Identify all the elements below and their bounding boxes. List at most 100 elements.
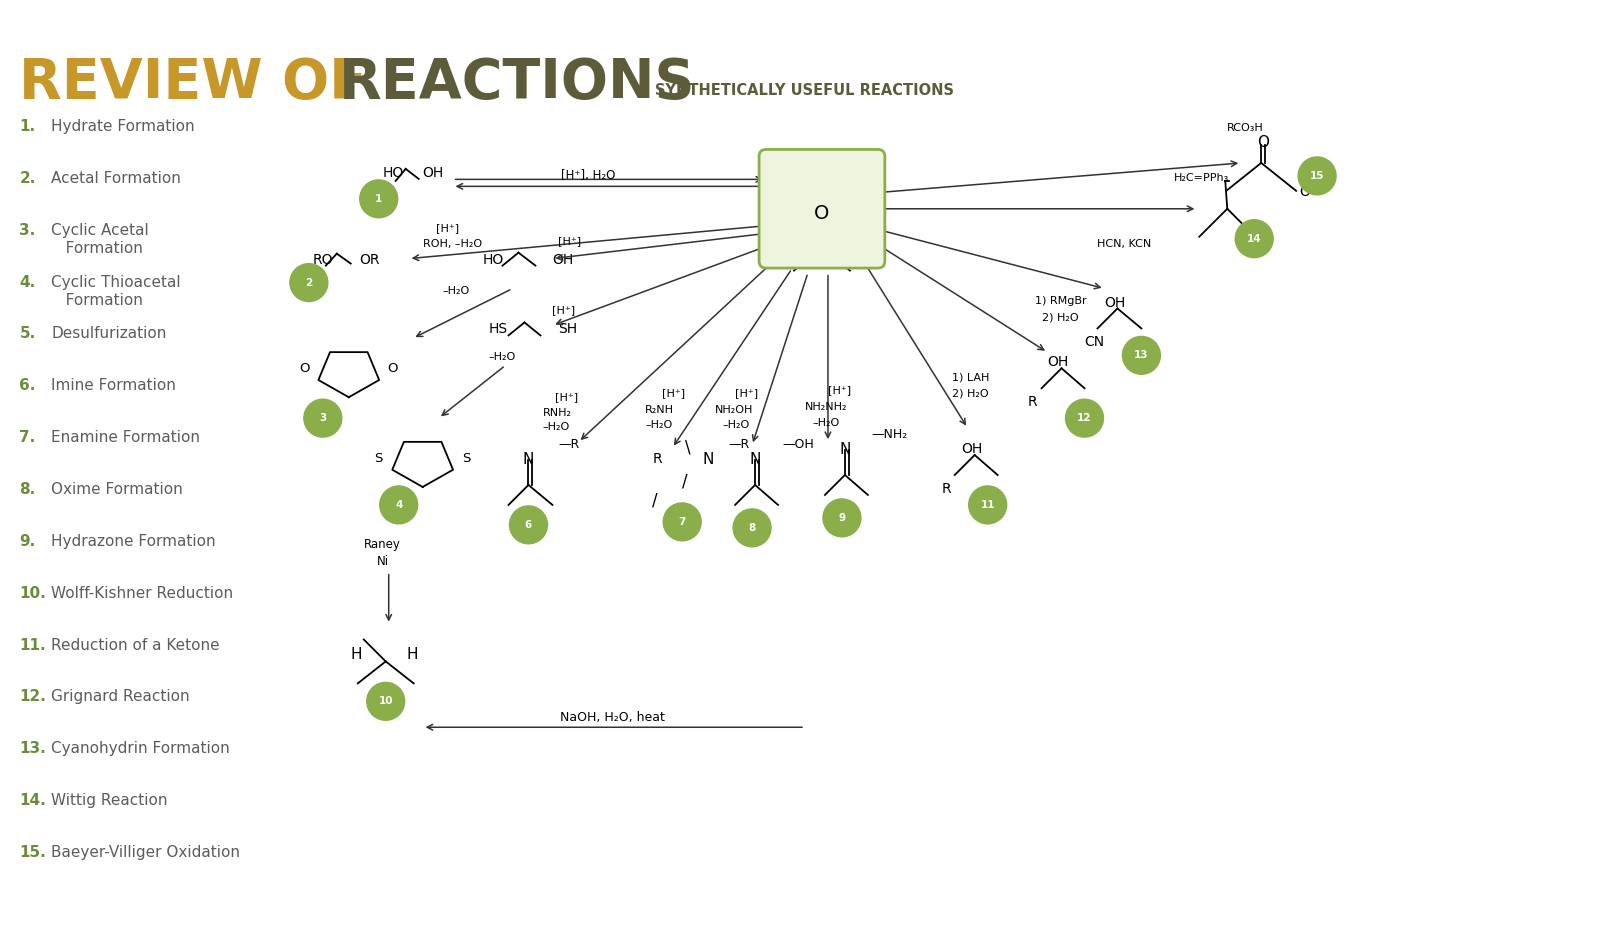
Text: R: R xyxy=(653,452,662,466)
Text: SYNTHETICALLY USEFUL REACTIONS: SYNTHETICALLY USEFUL REACTIONS xyxy=(656,83,954,98)
Text: 7.: 7. xyxy=(19,430,35,446)
Text: O: O xyxy=(388,362,398,375)
Text: [H⁺]: [H⁺] xyxy=(552,306,576,315)
Text: 10.: 10. xyxy=(19,585,47,600)
Text: /: / xyxy=(653,492,658,510)
Text: [H⁺]: [H⁺] xyxy=(558,236,582,245)
Circle shape xyxy=(303,399,342,437)
Text: 13.: 13. xyxy=(19,741,47,756)
Text: Enamine Formation: Enamine Formation xyxy=(51,430,200,446)
Text: 9.: 9. xyxy=(19,533,35,548)
Text: OH: OH xyxy=(962,442,983,456)
Text: OH: OH xyxy=(1105,295,1126,310)
Circle shape xyxy=(1123,336,1160,374)
Text: HO: HO xyxy=(383,166,404,180)
Text: HCN, KCN: HCN, KCN xyxy=(1097,239,1152,248)
Text: 12: 12 xyxy=(1078,413,1092,423)
Text: 7: 7 xyxy=(678,517,687,527)
Text: [H⁺], H₂O: [H⁺], H₂O xyxy=(561,169,616,182)
Text: CN: CN xyxy=(1084,335,1105,349)
Text: [H⁺]: [H⁺] xyxy=(662,388,685,398)
Text: OH: OH xyxy=(1047,355,1068,369)
Text: Oxime Formation: Oxime Formation xyxy=(51,482,183,497)
Text: 2) H₂O: 2) H₂O xyxy=(951,388,988,398)
Text: 2) H₂O: 2) H₂O xyxy=(1041,312,1078,323)
Circle shape xyxy=(359,180,398,218)
Text: –H₂O: –H₂O xyxy=(542,422,569,432)
Text: 4.: 4. xyxy=(19,275,35,290)
Circle shape xyxy=(367,683,404,720)
Text: N: N xyxy=(749,452,760,467)
Text: Cyclic Thioacetal
   Formation: Cyclic Thioacetal Formation xyxy=(51,275,181,308)
Text: 14: 14 xyxy=(1246,234,1261,244)
Text: 3.: 3. xyxy=(19,223,35,238)
Text: REACTIONS: REACTIONS xyxy=(338,57,695,110)
Text: Wolff-Kishner Reduction: Wolff-Kishner Reduction xyxy=(51,585,234,600)
Circle shape xyxy=(823,499,861,537)
Circle shape xyxy=(662,503,701,541)
Text: Acetal Formation: Acetal Formation xyxy=(51,171,181,186)
Text: Desulfurization: Desulfurization xyxy=(51,327,167,342)
Text: Ni: Ni xyxy=(377,555,388,567)
Text: 2.: 2. xyxy=(19,171,35,186)
Text: 2: 2 xyxy=(305,278,313,288)
Text: Cyanohydrin Formation: Cyanohydrin Formation xyxy=(51,741,229,756)
Text: O: O xyxy=(300,362,310,375)
Circle shape xyxy=(969,486,1007,524)
Text: —R: —R xyxy=(558,438,579,451)
Text: 1: 1 xyxy=(375,194,382,204)
Text: 1) RMgBr: 1) RMgBr xyxy=(1035,295,1086,306)
Text: 6.: 6. xyxy=(19,379,35,394)
Text: Imine Formation: Imine Formation xyxy=(51,379,176,394)
Text: N: N xyxy=(703,452,714,467)
FancyBboxPatch shape xyxy=(759,149,885,268)
Text: 11.: 11. xyxy=(19,637,47,652)
Text: –H₂O: –H₂O xyxy=(722,420,749,430)
Text: /: / xyxy=(682,472,688,490)
Text: N: N xyxy=(839,442,850,457)
Text: 9: 9 xyxy=(839,513,845,523)
Text: [H⁺]: [H⁺] xyxy=(735,388,759,398)
Text: SH: SH xyxy=(558,323,577,336)
Text: [H⁺]: [H⁺] xyxy=(436,223,459,233)
Text: –H₂O: –H₂O xyxy=(443,285,470,295)
Text: H: H xyxy=(407,648,419,663)
Text: S: S xyxy=(375,451,383,464)
Circle shape xyxy=(733,509,772,547)
Text: 12.: 12. xyxy=(19,689,47,704)
Text: 4: 4 xyxy=(395,500,403,510)
Text: OR: OR xyxy=(359,253,379,266)
Circle shape xyxy=(290,263,327,301)
Circle shape xyxy=(380,486,417,524)
Text: RNH₂: RNH₂ xyxy=(542,408,571,418)
Text: 1) LAH: 1) LAH xyxy=(951,372,990,382)
Text: NH₂NH₂: NH₂NH₂ xyxy=(805,402,847,413)
Text: NaOH, H₂O, heat: NaOH, H₂O, heat xyxy=(560,711,664,724)
Text: 8.: 8. xyxy=(19,482,35,497)
Text: 11: 11 xyxy=(980,500,994,510)
Text: Raney: Raney xyxy=(364,538,401,550)
Text: 15: 15 xyxy=(1310,171,1325,181)
Text: Reduction of a Ketone: Reduction of a Ketone xyxy=(51,637,220,652)
Text: 5.: 5. xyxy=(19,327,35,342)
Circle shape xyxy=(510,506,547,544)
Text: R: R xyxy=(942,482,951,496)
Text: 1.: 1. xyxy=(19,119,35,134)
Text: 14.: 14. xyxy=(19,793,47,808)
Text: S: S xyxy=(462,451,470,464)
Text: 6: 6 xyxy=(525,520,533,530)
Text: OH: OH xyxy=(423,166,444,180)
Text: NH₂OH: NH₂OH xyxy=(715,405,754,415)
Text: [H⁺]: [H⁺] xyxy=(828,385,852,396)
Text: N: N xyxy=(523,452,534,467)
Text: —OH: —OH xyxy=(783,438,813,451)
Text: Cyclic Acetal
   Formation: Cyclic Acetal Formation xyxy=(51,223,149,257)
Text: O: O xyxy=(815,204,829,224)
Text: R₂NH: R₂NH xyxy=(645,405,674,415)
Text: Wittig Reaction: Wittig Reaction xyxy=(51,793,168,808)
Text: –H₂O: –H₂O xyxy=(645,420,672,430)
Text: O: O xyxy=(1299,185,1310,199)
Circle shape xyxy=(1298,157,1336,194)
Text: HS: HS xyxy=(489,323,508,336)
Text: 15.: 15. xyxy=(19,845,47,860)
